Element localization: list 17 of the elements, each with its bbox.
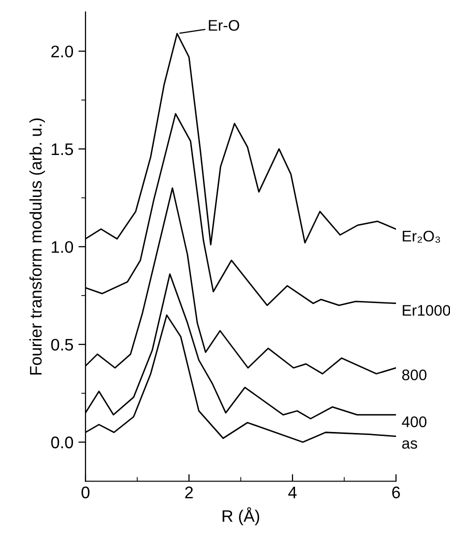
series-label: Er₂O₃ xyxy=(402,230,440,243)
y-tick-label: 0.5 xyxy=(51,338,73,351)
series-label: 400 xyxy=(402,416,426,428)
y-tick-label: 1.0 xyxy=(52,241,74,253)
series-label: Er1000 xyxy=(402,304,450,316)
x-axis-title: R (Å) xyxy=(222,507,260,526)
y-axis-title: Fourier transform modulus (arb. u.) xyxy=(29,118,45,375)
y-tick-label: 1.5 xyxy=(52,144,73,156)
series-label: 800 xyxy=(402,369,426,380)
series-label: as xyxy=(402,440,418,449)
x-tick-label: 6 xyxy=(392,486,400,498)
y-tick-label: 0.0 xyxy=(51,436,74,448)
annotation: Er-O xyxy=(208,20,240,31)
y-tick-label: 2.0 xyxy=(51,46,74,58)
x-tick-label: 0 xyxy=(82,486,90,498)
x-tick-label: 4 xyxy=(288,486,297,498)
x-tick-label: 2 xyxy=(185,486,193,498)
